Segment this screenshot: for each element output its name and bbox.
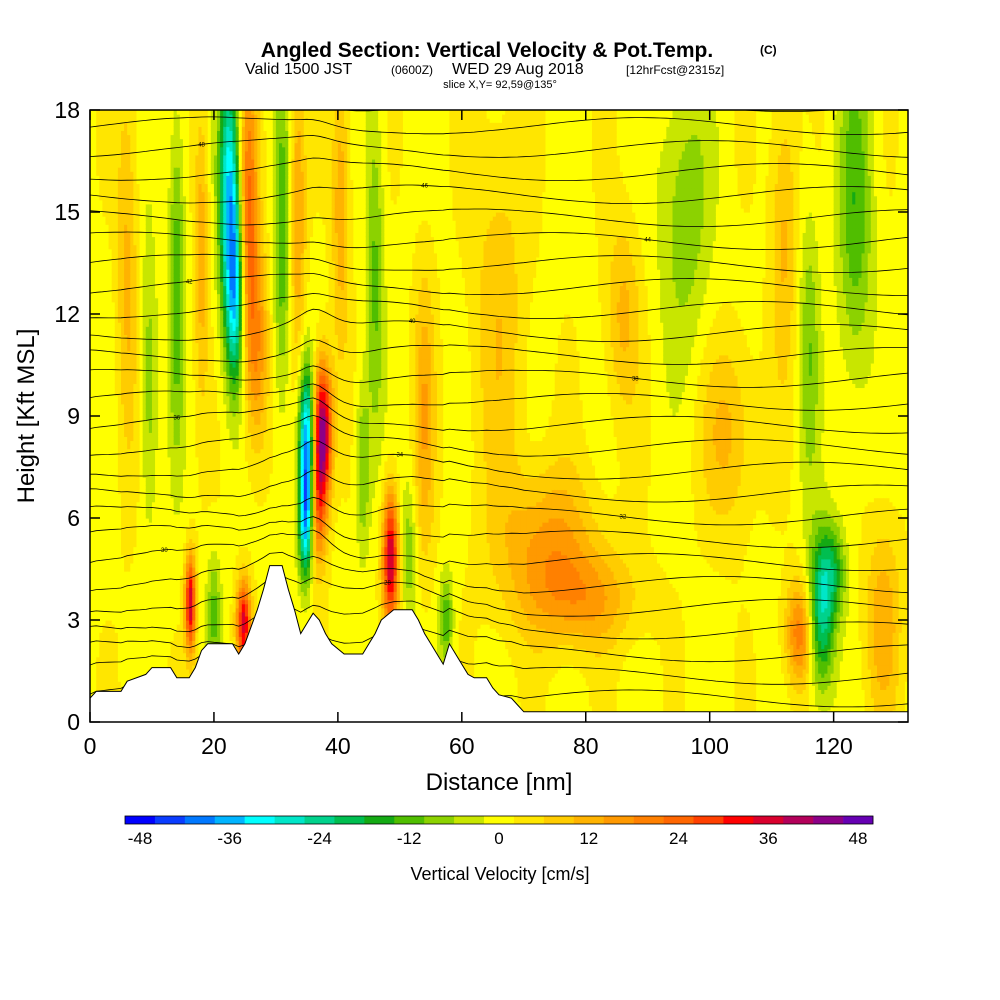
chart-title: Angled Section: Vertical Velocity & Pot.… bbox=[261, 39, 713, 62]
slice-label: slice X,Y= 92,59@135° bbox=[443, 79, 557, 91]
velocity-field bbox=[90, 106, 909, 723]
chart-title-units: (C) bbox=[760, 43, 777, 57]
chart-subtitle: Valid 1500 JST (0600Z) WED 29 Aug 2018 [… bbox=[245, 61, 724, 78]
